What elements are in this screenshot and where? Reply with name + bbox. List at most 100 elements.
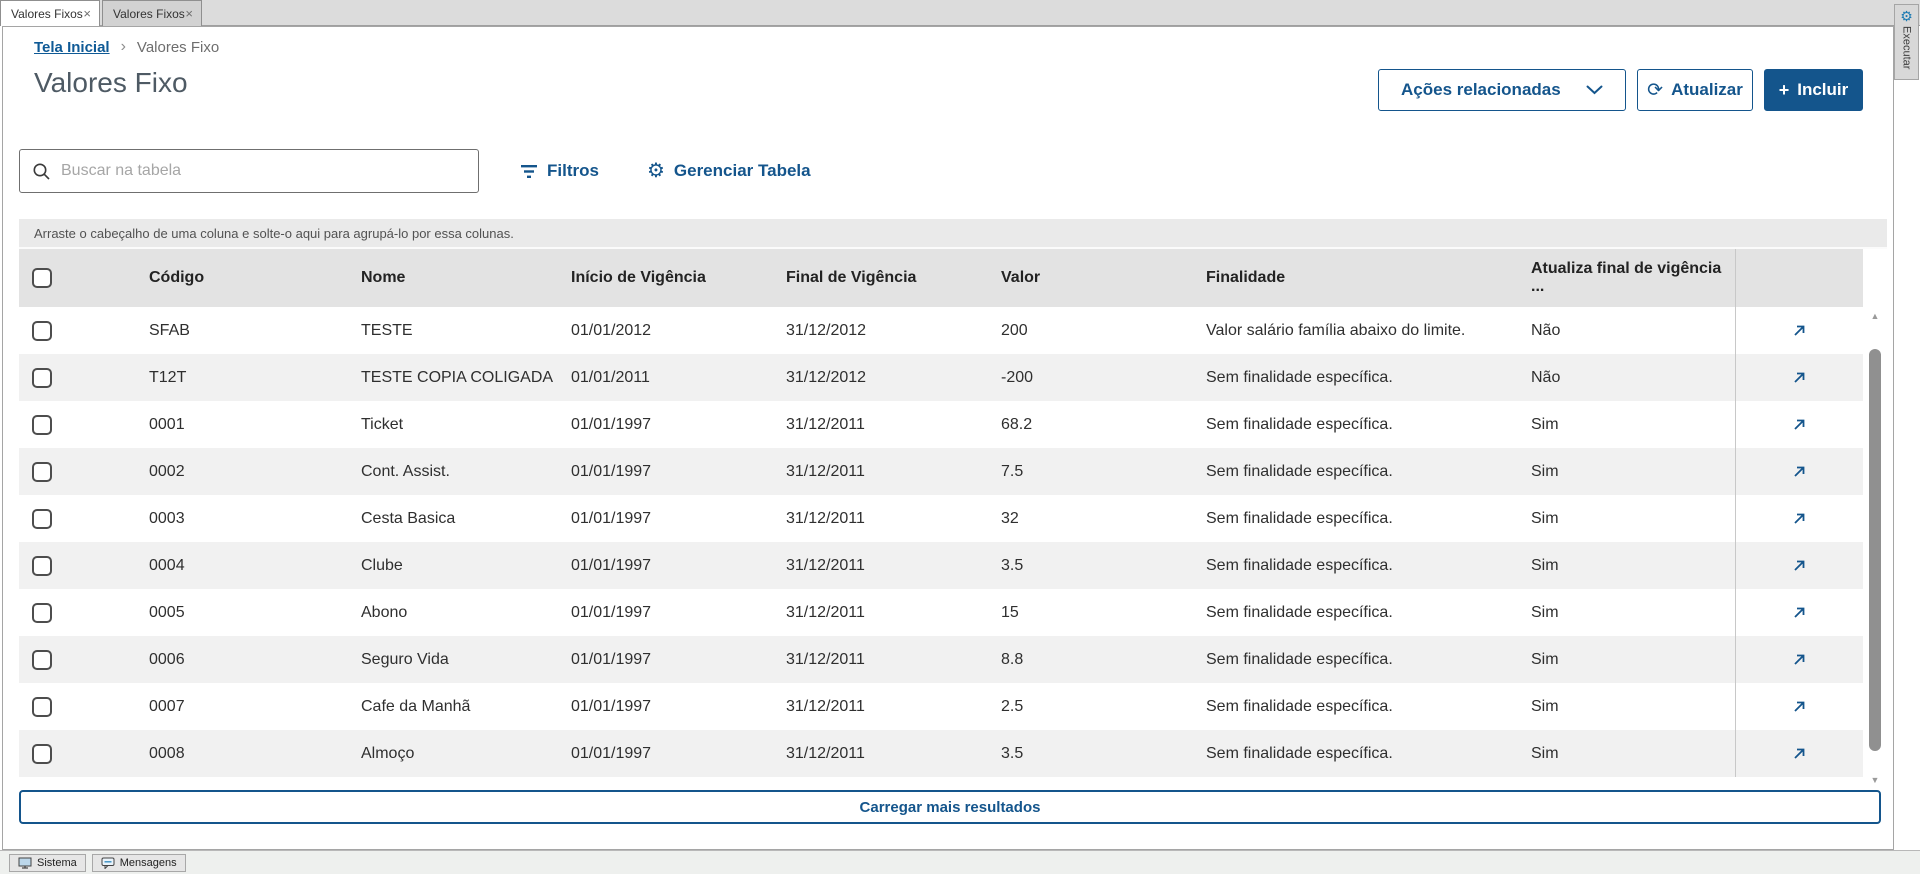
col-header-codigo[interactable]: Código (149, 269, 205, 286)
tab-label: Valores Fixos (11, 6, 83, 21)
row-checkbox[interactable] (32, 508, 52, 529)
close-tab-icon[interactable]: × (185, 6, 193, 21)
open-record-icon[interactable] (1792, 511, 1807, 526)
table-row: SFAB TESTE 01/01/2012 31/12/2012 200 Val… (19, 307, 1887, 354)
cell-valor: -200 (1001, 368, 1034, 386)
cell-atualiza: Sim (1531, 556, 1559, 574)
cell-codigo: 0005 (149, 603, 185, 621)
cell-codigo: 0002 (149, 462, 185, 480)
window-tab-valores-fixos-1[interactable]: Valores Fixos × (0, 0, 100, 26)
search-icon (32, 162, 51, 181)
group-by-hint: Arraste o cabeçalho de uma coluna e solt… (34, 225, 514, 241)
breadcrumb-home-link[interactable]: Tela Inicial (34, 38, 110, 56)
cell-inicio: 01/01/1997 (571, 603, 652, 621)
cell-valor: 3.5 (1001, 556, 1024, 574)
row-checkbox[interactable] (32, 743, 52, 764)
cell-codigo: T12T (149, 368, 187, 386)
cell-inicio: 01/01/1997 (571, 556, 652, 574)
cell-final: 31/12/2011 (786, 509, 865, 527)
cell-atualiza: Sim (1531, 650, 1559, 668)
cell-valor: 2.5 (1001, 697, 1024, 715)
cell-nome: Cesta Basica (361, 509, 456, 527)
table-row: 0008 Almoço 01/01/1997 31/12/2011 3.5 Se… (19, 730, 1887, 777)
cell-finalidade: Valor salário família abaixo do limite. (1206, 321, 1466, 339)
cell-valor: 68.2 (1001, 415, 1033, 433)
open-record-icon[interactable] (1792, 746, 1807, 761)
table-body: SFAB TESTE 01/01/2012 31/12/2012 200 Val… (19, 307, 1887, 777)
cell-inicio: 01/01/1997 (571, 462, 652, 480)
monitor-icon (18, 857, 32, 869)
row-checkbox[interactable] (32, 461, 52, 482)
cell-final: 31/12/2012 (786, 368, 867, 386)
col-header-inicio[interactable]: Início de Vigência (571, 269, 706, 286)
col-header-atualiza[interactable]: Atualiza final de vigência ... (1531, 260, 1722, 295)
scroll-up-icon[interactable]: ▲ (1870, 311, 1880, 321)
select-all-checkbox[interactable] (32, 268, 52, 288)
col-header-nome[interactable]: Nome (361, 269, 406, 286)
open-record-icon[interactable] (1792, 370, 1807, 385)
cell-atualiza: Sim (1531, 603, 1559, 621)
cell-finalidade: Sem finalidade específica. (1206, 462, 1393, 480)
cell-atualiza: Sim (1531, 509, 1559, 527)
table-row: 0005 Abono 01/01/1997 31/12/2011 15 Sem … (19, 589, 1887, 636)
related-actions-label: Ações relacionadas (1401, 80, 1561, 99)
cell-final: 31/12/2011 (786, 556, 865, 574)
open-record-icon[interactable] (1792, 699, 1807, 714)
cell-final: 31/12/2011 (786, 603, 865, 621)
window-tab-valores-fixos-2[interactable]: Valores Fixos × (102, 0, 202, 26)
table-action-links: Filtros ⚙ Gerenciar Tabela (520, 149, 811, 193)
cell-inicio: 01/01/1997 (571, 697, 652, 715)
plus-icon: + (1778, 80, 1790, 100)
table-row: 0001 Ticket 01/01/1997 31/12/2011 68.2 S… (19, 401, 1887, 448)
filters-button[interactable]: Filtros (520, 161, 599, 181)
open-record-icon[interactable] (1792, 464, 1807, 479)
refresh-button[interactable]: ⟳ Atualizar (1637, 69, 1753, 111)
cell-codigo: 0001 (149, 415, 185, 433)
open-record-icon[interactable] (1792, 417, 1807, 432)
close-tab-icon[interactable]: × (83, 6, 91, 21)
messages-button[interactable]: Mensagens (91, 853, 186, 872)
chevron-right-icon: › (120, 38, 126, 55)
cell-final: 31/12/2011 (786, 650, 865, 668)
open-record-icon[interactable] (1792, 652, 1807, 667)
cell-atualiza: Sim (1531, 744, 1559, 762)
cell-finalidade: Sem finalidade específica. (1206, 697, 1393, 715)
open-record-icon[interactable] (1792, 323, 1807, 338)
row-checkbox[interactable] (32, 602, 52, 623)
search-input[interactable] (61, 162, 466, 180)
scroll-down-icon[interactable]: ▼ (1870, 775, 1880, 785)
table-row: 0007 Cafe da Manhã 01/01/1997 31/12/2011… (19, 683, 1887, 730)
cell-finalidade: Sem finalidade específica. (1206, 603, 1393, 621)
table-search-box (19, 149, 479, 193)
table-scrollbar[interactable]: ▲ ▼ (1863, 309, 1887, 787)
cell-valor: 8.8 (1001, 650, 1024, 668)
cell-final: 31/12/2011 (786, 415, 865, 433)
row-checkbox[interactable] (32, 649, 52, 670)
row-checkbox[interactable] (32, 696, 52, 717)
col-header-final[interactable]: Final de Vigência (786, 269, 917, 286)
open-record-icon[interactable] (1792, 605, 1807, 620)
cell-finalidade: Sem finalidade específica. (1206, 368, 1393, 386)
cell-inicio: 01/01/1997 (571, 509, 652, 527)
cell-atualiza: Sim (1531, 462, 1559, 480)
row-checkbox[interactable] (32, 320, 52, 341)
side-tab-executar[interactable]: ⚙ Executar (1894, 4, 1919, 80)
cell-atualiza: Sim (1531, 697, 1559, 715)
row-checkbox[interactable] (32, 367, 52, 388)
load-more-button[interactable]: Carregar mais resultados (19, 790, 1881, 824)
manage-table-button[interactable]: ⚙ Gerenciar Tabela (647, 161, 811, 181)
cell-codigo: SFAB (149, 321, 190, 339)
scrollbar-thumb[interactable] (1869, 349, 1881, 751)
chevron-down-icon (1586, 85, 1603, 95)
cell-valor: 200 (1001, 321, 1028, 339)
row-checkbox[interactable] (32, 555, 52, 576)
table-row: 0004 Clube 01/01/1997 31/12/2011 3.5 Sem… (19, 542, 1887, 589)
related-actions-button[interactable]: Ações relacionadas (1378, 69, 1626, 111)
include-button[interactable]: + Incluir (1764, 69, 1863, 111)
open-record-icon[interactable] (1792, 558, 1807, 573)
col-header-finalidade[interactable]: Finalidade (1206, 269, 1286, 286)
cell-final: 31/12/2011 (786, 744, 865, 762)
col-header-valor[interactable]: Valor (1001, 269, 1041, 286)
row-checkbox[interactable] (32, 414, 52, 435)
system-button[interactable]: Sistema (9, 853, 86, 872)
